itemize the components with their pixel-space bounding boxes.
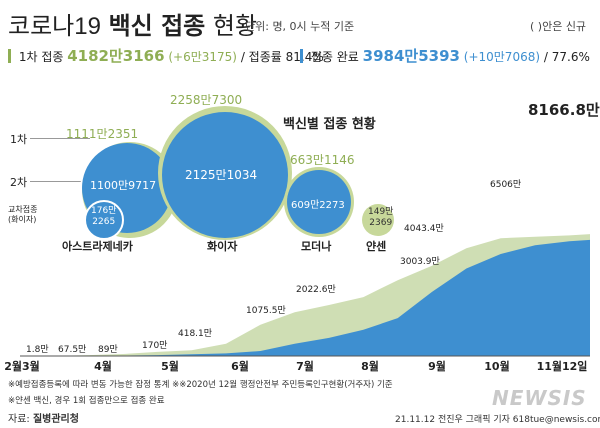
first-label: 1차 접종	[18, 50, 64, 64]
page-title: 코로나19 백신 접종 현황	[8, 6, 257, 41]
data-label: 3003.9만	[400, 256, 440, 267]
newsis-logo: NEWSIS	[492, 386, 587, 410]
complete-summary: 접종 완료 3984만5393 (+10만7068) / 77.6%	[300, 45, 590, 66]
source-label: 자료:	[8, 414, 33, 425]
janssen-value: 149만 2369	[368, 207, 394, 228]
x-tick-label: 9월	[428, 359, 446, 373]
moderna-first-value: 663만1146	[290, 153, 355, 167]
x-tick-label: 6월	[231, 359, 249, 373]
x-tick-label: 10월	[484, 359, 509, 373]
title-tail: 현황	[212, 12, 258, 40]
az-first-value: 1111만2351	[66, 127, 139, 141]
data-label: 4043.4만	[404, 223, 444, 234]
x-tick-label: 7월	[296, 359, 314, 373]
credit: 21.11.12 전진우 그래픽 기자 618tue@newsis.com	[395, 415, 600, 425]
x-tick-label: 8월	[361, 359, 379, 373]
footnote-1: ※예방접종등록에 따라 변동 가능한 잠정 통계 ※※2020년 12월 행정안…	[8, 380, 393, 390]
janssen-bubble	[362, 204, 394, 236]
complete-rate: / 77.6%	[543, 50, 590, 64]
x-tick-label: 2월3월	[4, 359, 40, 373]
footnote-2: ※얀센 백신, 경우 1회 접종만으로 접종 완료	[8, 396, 165, 406]
complete-value: 3984만5393	[362, 47, 460, 65]
moderna-name: 모더나	[301, 240, 332, 253]
first-summary: 1차 접종 4182만3166 (+6만3175) / 접종률 81.4%	[8, 45, 324, 66]
az-cross-value: 176만 2265	[91, 206, 117, 227]
data-label: 418.1만	[178, 328, 212, 339]
pfizer-first-value: 2258만7300	[170, 93, 243, 107]
data-label: 6506만	[490, 179, 521, 190]
moderna-second-value: 609만2273	[291, 200, 345, 211]
cross-label: 교차접종 (화이자)	[8, 205, 38, 224]
bubble-panel-title: 백신별 접종 현황	[283, 117, 376, 132]
first-new: (+6만3175)	[168, 50, 237, 64]
title-light: 코로나19	[8, 13, 101, 40]
data-label: 8166.8만	[528, 101, 600, 119]
source-name: 질병관리청	[32, 414, 79, 425]
pfizer-bubble	[162, 112, 288, 238]
first-rate: / 접종률 81.4%	[240, 50, 324, 64]
data-label: 2022.6만	[296, 284, 336, 295]
row-label-second: 2차	[10, 176, 28, 189]
data-label: 170만	[142, 340, 167, 351]
complete-new: (+10만7068)	[463, 50, 541, 64]
first-marker	[8, 49, 11, 63]
moderna-bubble	[287, 170, 351, 234]
row-label-first: 1차	[10, 133, 28, 146]
unit-note: 단위: 명, 0시 누적 기준	[245, 20, 355, 33]
source: 자료: 질병관리청	[8, 410, 79, 425]
x-tick-label: 5월	[161, 359, 179, 373]
data-label: 89만	[98, 344, 118, 355]
data-label: 1.8만	[26, 344, 49, 355]
row-divider-2	[30, 181, 90, 182]
row-divider-1	[30, 138, 90, 139]
complete-label: 접종 완료	[310, 50, 359, 64]
paren-note: ( )안은 신규	[530, 20, 587, 33]
janssen-name: 얀센	[366, 240, 387, 253]
x-tick-label: 11월12일	[537, 359, 588, 373]
az-name: 아스트라제네카	[62, 240, 133, 253]
area-series-1	[20, 239, 590, 356]
title-bold: 백신 접종	[108, 12, 206, 40]
data-label: 1075.5만	[246, 305, 286, 316]
first-value: 4182만3166	[67, 47, 165, 65]
x-tick-label: 4월	[94, 359, 112, 373]
data-label: 67.5만	[58, 344, 86, 355]
pfizer-second-value: 2125만1034	[185, 168, 258, 182]
az-cross-bubble	[84, 200, 124, 240]
complete-marker	[300, 49, 303, 63]
az-second-value: 1100만9717	[90, 179, 157, 192]
pfizer-name: 화이자	[207, 240, 238, 253]
